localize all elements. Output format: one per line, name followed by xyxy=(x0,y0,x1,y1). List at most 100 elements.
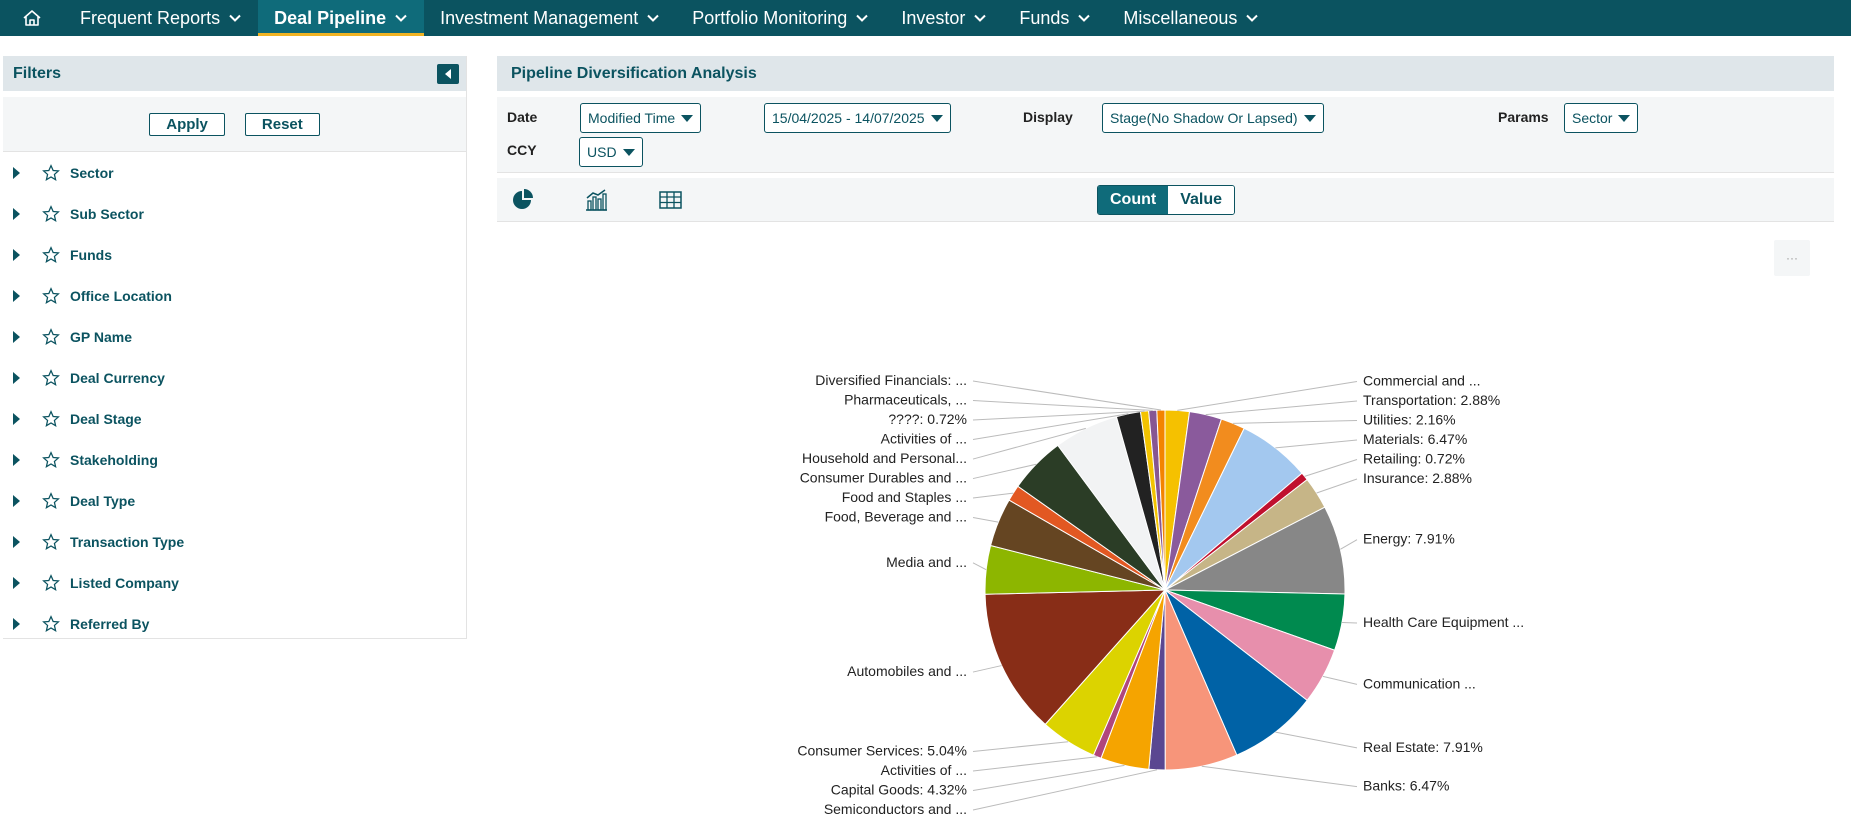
apply-button[interactable]: Apply xyxy=(149,112,225,136)
pie-leader-line xyxy=(972,665,1002,673)
collapse-sidebar-button[interactable] xyxy=(437,63,459,84)
pie-slice-label: Insurance: 2.88% xyxy=(1363,470,1472,486)
pie-slice-label: Communication ... xyxy=(1363,675,1476,691)
pie-slice-label: Health Care Equipment ... xyxy=(1363,614,1524,630)
pie-leader-line xyxy=(972,756,1098,772)
star-icon[interactable] xyxy=(42,204,60,223)
star-icon[interactable] xyxy=(42,409,60,428)
expand-triangle-icon xyxy=(13,166,20,179)
pie-slice-label: Diversified Financials: ... xyxy=(815,372,967,388)
pie-leader-line xyxy=(972,562,987,571)
pie-leader-lines xyxy=(972,380,1358,811)
date-type-select[interactable]: Modified Time xyxy=(580,103,702,133)
star-icon[interactable] xyxy=(42,163,60,182)
pie-leader-line xyxy=(972,380,1161,411)
filter-item-deal-currency[interactable]: Deal Currency xyxy=(3,357,466,398)
expand-triangle-icon xyxy=(13,576,20,589)
nav-investor[interactable]: Investor xyxy=(885,0,1003,36)
chevron-down-icon xyxy=(395,14,407,22)
pie-leader-line xyxy=(1275,731,1358,749)
expand-triangle-icon xyxy=(13,248,20,261)
params-select[interactable]: Sector xyxy=(1564,103,1639,133)
chart-menu-button[interactable]: ··· xyxy=(1774,240,1810,276)
filter-item-referred-by[interactable]: Referred By xyxy=(3,603,466,644)
chevron-down-icon xyxy=(1078,14,1091,22)
pie-leader-line xyxy=(1322,675,1358,685)
reset-button[interactable]: Reset xyxy=(244,112,320,136)
pie-slice-label: Pharmaceuticals, ... xyxy=(844,392,967,408)
caret-down-icon xyxy=(930,114,943,122)
filters-header: Filters xyxy=(3,56,466,91)
table-icon[interactable] xyxy=(657,187,683,213)
chevron-down-icon xyxy=(974,14,987,22)
star-icon[interactable] xyxy=(42,573,60,592)
chevron-down-icon xyxy=(1246,14,1259,22)
pie-leader-line xyxy=(1342,622,1358,624)
filter-item-deal-type[interactable]: Deal Type xyxy=(3,480,466,521)
nav-deal-pipeline[interactable]: Deal Pipeline xyxy=(258,0,425,36)
caret-down-icon xyxy=(681,114,694,122)
pie-slice-label: Consumer Services: 5.04% xyxy=(797,743,967,759)
star-icon[interactable] xyxy=(42,614,60,633)
pie-leader-line xyxy=(1275,439,1358,449)
star-icon[interactable] xyxy=(42,245,60,264)
filter-item-office-location[interactable]: Office Location xyxy=(3,275,466,316)
pie-slice[interactable] xyxy=(1164,589,1308,756)
star-icon[interactable] xyxy=(42,327,60,346)
pie-slice-label: Semiconductors and ... xyxy=(824,801,967,817)
pie-leader-line xyxy=(1232,419,1358,424)
chart-area: ··· Commercial and ... Transportation: 2.… xyxy=(497,222,1834,822)
expand-triangle-icon xyxy=(13,289,20,302)
nav-miscellaneous[interactable]: Miscellaneous xyxy=(1107,0,1275,36)
pie-slice-label: Food and Staples ... xyxy=(842,489,967,505)
date-range-select[interactable]: 15/04/2025 - 14/07/2025 xyxy=(764,103,951,133)
expand-triangle-icon xyxy=(13,535,20,548)
ccy-select[interactable]: USD xyxy=(579,137,643,167)
star-icon[interactable] xyxy=(42,286,60,305)
filter-item-gp-name[interactable]: GP Name xyxy=(3,316,466,357)
pie-leader-line xyxy=(972,741,1069,752)
bar-line-chart-icon[interactable] xyxy=(583,187,609,213)
chart-toolbar: Count Value xyxy=(497,178,1834,222)
star-icon[interactable] xyxy=(42,491,60,510)
chevron-down-icon xyxy=(856,14,869,22)
nav-frequent-reports[interactable]: Frequent Reports xyxy=(64,0,258,36)
pie-slice[interactable] xyxy=(1164,506,1346,595)
nav-investment-management[interactable]: Investment Management xyxy=(424,0,676,36)
filter-item-transaction-type[interactable]: Transaction Type xyxy=(3,521,466,562)
filter-item-stakeholding[interactable]: Stakeholding xyxy=(3,439,466,480)
count-toggle-button[interactable]: Count xyxy=(1098,186,1169,214)
expand-triangle-icon xyxy=(13,412,20,425)
pie-slice-label: Consumer Durables and ... xyxy=(800,470,967,486)
display-select[interactable]: Stage(No Shadow Or Lapsed) xyxy=(1102,103,1324,133)
pie-slice-label: ????: 0.72% xyxy=(888,411,967,427)
nav-portfolio-monitoring[interactable]: Portfolio Monitoring xyxy=(676,0,885,36)
pie-leader-line xyxy=(972,413,1129,441)
caret-down-icon xyxy=(622,148,635,156)
pie-chart-icon[interactable] xyxy=(510,187,536,213)
filter-item-funds[interactable]: Funds xyxy=(3,234,466,275)
caret-down-icon xyxy=(1303,114,1316,122)
home-button[interactable] xyxy=(0,0,64,36)
pie-slice-label: Capital Goods: 4.32% xyxy=(831,782,967,798)
pie-slice-label: Household and Personal... xyxy=(802,450,967,466)
pie-leader-line xyxy=(1205,400,1358,416)
pie-leader-line xyxy=(972,400,1153,411)
filter-item-listed-company[interactable]: Listed Company xyxy=(3,562,466,603)
date-label: Date xyxy=(507,109,538,125)
ccy-label: CCY xyxy=(507,142,537,158)
value-toggle-button[interactable]: Value xyxy=(1168,186,1235,214)
filter-item-sector[interactable]: Sector xyxy=(3,152,466,193)
pie-leader-line xyxy=(972,463,1037,480)
filter-list: Sector Sub Sector Funds Office Location … xyxy=(3,152,466,644)
expand-triangle-icon xyxy=(13,330,20,343)
pie-slice-label: Activities of ... xyxy=(881,431,967,447)
pie-slice-label: Automobiles and ... xyxy=(847,663,967,679)
star-icon[interactable] xyxy=(42,368,60,387)
filter-item-deal-stage[interactable]: Deal Stage xyxy=(3,398,466,439)
pie-chart: Commercial and ... Transportation: 2.88% U… xyxy=(797,372,1524,817)
nav-funds[interactable]: Funds xyxy=(1003,0,1107,36)
star-icon[interactable] xyxy=(42,532,60,551)
filter-item-sub-sector[interactable]: Sub Sector xyxy=(3,193,466,234)
star-icon[interactable] xyxy=(42,450,60,469)
